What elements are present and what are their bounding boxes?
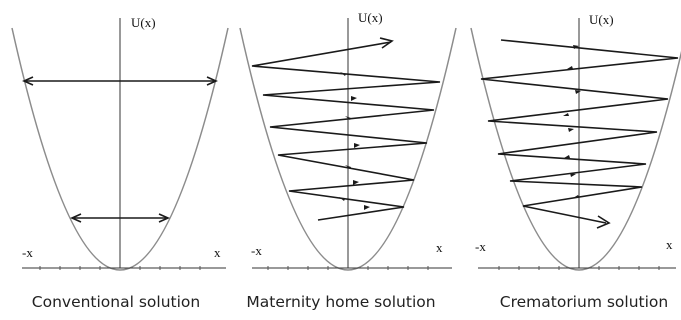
- upper-left-arrowhead: [22, 76, 34, 86]
- x-pos-label: x: [214, 245, 221, 260]
- y-axis-label: U(x): [131, 15, 156, 30]
- lower-right-arrowhead: [158, 213, 170, 223]
- trajectory-end-arrow-icon: [379, 37, 394, 49]
- oscillation-trajectory: [22, 76, 218, 223]
- x-neg-label: -x: [475, 239, 486, 254]
- x-axis-ticks: [267, 266, 429, 270]
- potential-curve: [11, 27, 229, 271]
- zigzag-trajectory: [480, 39, 679, 224]
- caption-maternity: Maternity home solution: [246, 293, 436, 311]
- trajectory-arrowheads: [563, 45, 581, 198]
- x-neg-label: -x: [22, 245, 33, 260]
- potential-curve: [239, 27, 457, 271]
- upper-right-arrowhead: [206, 76, 218, 86]
- y-axis-label: U(x): [358, 10, 383, 25]
- caption-crematorium: Crematorium solution: [499, 293, 669, 311]
- x-pos-label: x: [666, 237, 673, 252]
- x-pos-label: x: [436, 240, 443, 255]
- trajectory-end-arrow-icon: [596, 215, 611, 229]
- zigzag-trajectory: [251, 41, 441, 221]
- x-axis-ticks: [39, 266, 201, 270]
- caption-conventional: Conventional solution: [31, 293, 201, 311]
- lower-left-arrowhead: [70, 213, 82, 223]
- x-neg-label: -x: [251, 243, 262, 258]
- panel-conventional: U(x) -x x: [11, 15, 229, 271]
- trajectory-arrowheads: [339, 72, 370, 210]
- y-axis-label: U(x): [589, 12, 614, 27]
- panel-crematorium: U(x) -x x: [470, 12, 681, 271]
- panel-maternity: U(x) -x x: [239, 10, 457, 271]
- potential-curve: [470, 27, 681, 271]
- x-axis-ticks: [498, 266, 660, 270]
